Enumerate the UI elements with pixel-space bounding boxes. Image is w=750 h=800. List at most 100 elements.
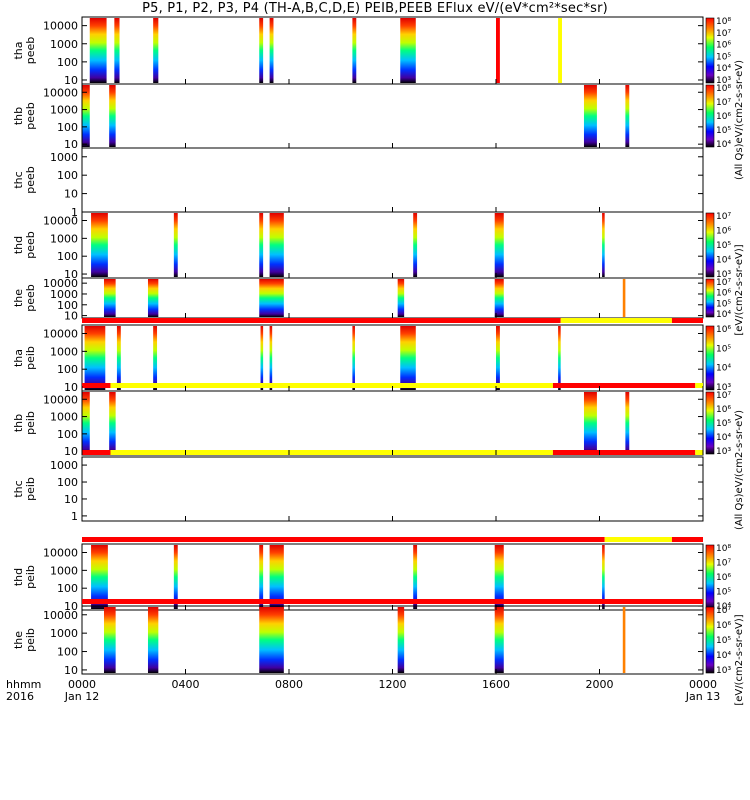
y-tick-label: 1 [71,510,78,523]
time-axis-corner-label: hhmm [6,678,41,691]
colorbar [705,212,715,278]
y-tick-label: 1000 [50,38,78,51]
y-tick-label: 10 [64,268,78,281]
spectrogram-interval [583,392,597,454]
spectrogram-interval [494,213,504,277]
y-tick-label: 1 [71,206,78,219]
colorbar-tick-label: 10⁵ [716,636,731,646]
panel-frame [81,147,704,213]
spectrogram-interval [147,279,159,317]
spectrogram-interval [82,85,90,147]
spectrogram-interval [260,326,264,390]
y-tick-label: 1000 [50,151,78,164]
y-tick-label: 100 [57,646,78,659]
spectrogram-interval [625,392,630,454]
colorbar [705,544,715,610]
colorbar-tick-label: 10³ [716,270,731,280]
spectrogram-interval [173,213,178,277]
spectrogram-interval [494,607,504,673]
spectrogram-interval [413,213,418,277]
mode-bar-segment [110,383,553,388]
y-tick-label: 1000 [50,564,78,577]
spectrogram-interval [153,326,158,390]
colorbar-tick-label: 10⁶ [716,41,731,51]
x-tick-label: 2000 [586,678,614,691]
y-tick-label: 1000 [50,104,78,117]
spectrogram-interval [259,213,264,277]
colorbar-tick-label: 10⁶ [716,112,731,122]
colorbar-tick-label: 10³ [716,666,731,676]
colorbar [705,325,715,391]
spectrogram-interval [602,545,605,609]
y-tick-label: 10 [64,138,78,151]
y-tick-label: 10000 [43,86,78,99]
colorbar-tick-label: 10⁵ [716,126,731,136]
colorbar-tick-label: 10⁸ [716,17,731,27]
panel-thc-peib: 1 10 100 1000 thc peib [12,450,704,523]
panel-ylabel: the [12,289,25,307]
spectrogram-interval [625,85,630,147]
colorbar-tick-label: 10³ [716,447,731,457]
mode-bar-segment [695,383,703,388]
y-tick-label: 100 [57,299,78,312]
spectrogram-interval [558,18,562,83]
spectrogram-interval [84,326,106,390]
mode-bar-segment [671,318,703,323]
mode-bar-segment [82,537,605,542]
panel-thb-peib: 10 100 1000 10000 thb peib 10³ 10⁴ 10⁵ 10⁶ 10⁷ [12,383,731,458]
spectrogram-interval [496,326,500,390]
spectrogram-interval [259,279,284,317]
colorbar-tick-label: 10⁵ [716,52,731,62]
mode-bar-segment [604,537,672,542]
x-tick-label: 1600 [482,678,510,691]
spectrogram-interval [259,545,264,609]
spectrogram-interval [400,326,416,390]
spectrogram-interval [91,213,108,277]
spectrogram-interval [583,85,597,147]
panel-frame [81,390,704,456]
y-tick-label: 100 [57,428,78,441]
mode-bar-segment [560,318,672,323]
spectrogram-interval [602,213,605,277]
y-tick-label: 10000 [43,609,78,622]
panel-ylabel: thb [12,414,25,432]
colorbar-tick-label: 10⁷ [716,29,731,39]
mode-bar-segment [671,537,703,542]
colorbar-tick-label: 10⁴ [716,310,731,320]
panel-ylabel: peeb [24,102,37,130]
mode-bar-segment [82,450,111,455]
spectrogram-interval [109,85,116,147]
y-tick-label: 10000 [43,328,78,341]
y-tick-label: 100 [57,56,78,69]
panel-ylabel: peib [24,477,37,501]
y-tick-label: 10000 [43,277,78,290]
spectrogram-interval [352,18,357,83]
spectrogram-interval [259,18,264,83]
colorbar-tick-label: 10⁶ [716,227,731,237]
mode-bar-segment [82,383,111,388]
spectrogram-interval [352,326,355,390]
y-tick-label: 100 [57,363,78,376]
spectrogram-interval [494,545,504,609]
x-tick-label: 0800 [275,678,303,691]
spectrogram-interval [173,545,178,609]
colorbar-tick-label: 10⁶ [716,573,731,583]
colorbar-tick-label: 10⁷ [716,606,731,616]
spectrogram-interval [109,392,116,454]
colorbar-tick-label: 10³ [716,383,731,393]
spectrogram-interval [397,279,405,317]
colorbar-tick-label: 10⁶ [716,405,731,415]
spectrogram-interval [103,607,116,673]
y-tick-label: 1000 [50,459,78,472]
panel-frame [81,83,704,149]
y-tick-label: 1000 [50,627,78,640]
colorbar-tick-label: 10⁶ [716,325,731,335]
panel-ylabel: peib [24,565,37,589]
spectrogram-interval [82,392,90,454]
mode-bar-segment [695,450,703,455]
panel-ylabel: thb [12,107,25,125]
spectrogram-interval [397,607,405,673]
panel-ylabel: tha [12,41,25,59]
panel-ylabel: peib [24,411,37,435]
